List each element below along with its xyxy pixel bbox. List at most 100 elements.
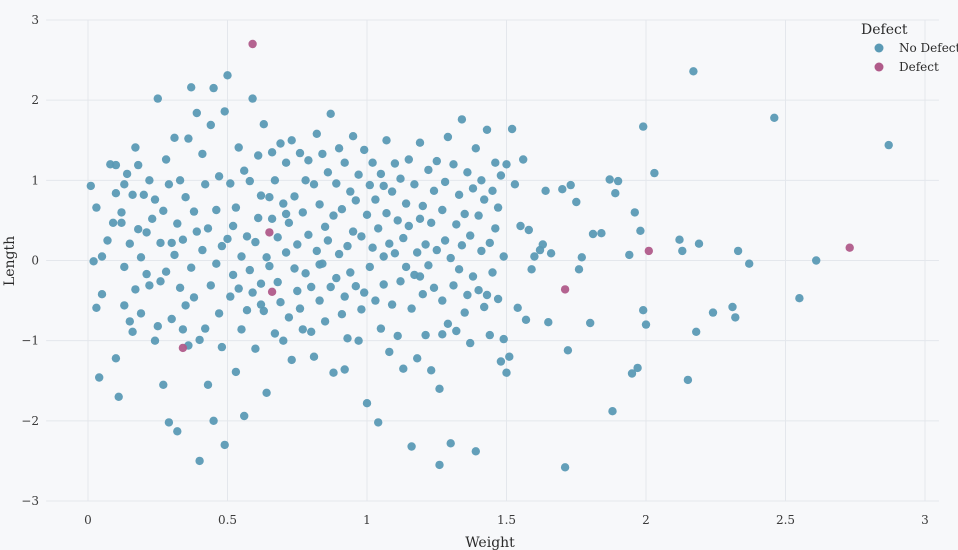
data-point[interactable] (407, 442, 416, 451)
data-point[interactable] (477, 246, 486, 256)
data-point[interactable] (159, 380, 168, 389)
data-point[interactable] (505, 352, 514, 361)
data-point[interactable] (164, 180, 174, 189)
data-point[interactable] (265, 193, 274, 202)
data-point[interactable] (337, 205, 347, 214)
data-point[interactable] (312, 129, 321, 138)
data-point[interactable] (337, 310, 347, 319)
data-point[interactable] (731, 313, 740, 322)
data-point[interactable] (633, 363, 642, 373)
data-point[interactable] (334, 144, 344, 153)
data-point[interactable] (304, 156, 313, 165)
data-point[interactable] (348, 132, 358, 141)
data-point[interactable] (175, 283, 185, 292)
data-point[interactable] (466, 231, 475, 240)
data-point[interactable] (181, 301, 190, 310)
data-point[interactable] (678, 246, 687, 256)
data-point[interactable] (346, 268, 355, 277)
data-point[interactable] (354, 170, 363, 179)
data-point[interactable] (251, 237, 260, 247)
data-point[interactable] (284, 313, 294, 322)
data-point[interactable] (452, 326, 461, 336)
data-point[interactable] (315, 296, 324, 305)
data-point[interactable] (733, 246, 743, 256)
data-point[interactable] (175, 176, 185, 185)
data-point[interactable] (167, 238, 176, 248)
data-point[interactable] (480, 195, 489, 204)
data-point[interactable] (86, 181, 96, 191)
data-point[interactable] (220, 107, 229, 116)
data-point[interactable] (201, 180, 210, 189)
data-point[interactable] (178, 235, 188, 244)
data-point[interactable] (566, 180, 575, 190)
data-point[interactable] (625, 250, 634, 260)
data-point[interactable] (203, 224, 213, 233)
data-point[interactable] (371, 195, 380, 204)
data-point[interactable] (108, 218, 118, 227)
data-point[interactable] (240, 166, 249, 175)
data-point[interactable] (125, 317, 134, 326)
data-point[interactable] (298, 208, 307, 217)
data-point[interactable] (452, 220, 461, 229)
data-point[interactable] (251, 344, 260, 353)
data-point[interactable] (148, 214, 157, 223)
data-point[interactable] (438, 205, 447, 215)
data-point[interactable] (315, 260, 324, 269)
data-point[interactable] (502, 368, 511, 377)
data-point[interactable] (845, 243, 854, 252)
data-point[interactable] (315, 200, 324, 209)
data-point[interactable] (354, 336, 363, 345)
data-point[interactable] (287, 355, 296, 365)
data-point[interactable] (357, 232, 366, 241)
data-point[interactable] (111, 189, 121, 198)
data-point[interactable] (131, 285, 140, 294)
data-point[interactable] (318, 149, 327, 159)
data-point[interactable] (588, 229, 598, 239)
data-point[interactable] (265, 228, 274, 237)
data-point[interactable] (195, 456, 204, 466)
data-point[interactable] (521, 315, 531, 324)
data-point[interactable] (884, 140, 893, 150)
data-point[interactable] (586, 318, 595, 328)
data-point[interactable] (290, 192, 299, 201)
data-point[interactable] (279, 199, 288, 208)
data-point[interactable] (432, 245, 441, 255)
data-point[interactable] (111, 354, 121, 363)
data-point[interactable] (374, 418, 383, 427)
data-point[interactable] (393, 216, 402, 225)
data-point[interactable] (641, 320, 651, 329)
data-point[interactable] (231, 367, 241, 377)
data-point[interactable] (156, 277, 165, 286)
data-point[interactable] (254, 213, 263, 223)
data-point[interactable] (435, 460, 444, 470)
data-point[interactable] (401, 199, 411, 208)
data-point[interactable] (399, 233, 408, 243)
data-point[interactable] (270, 176, 280, 185)
data-point[interactable] (390, 249, 400, 258)
data-point[interactable] (351, 196, 360, 205)
data-point[interactable] (438, 330, 447, 339)
data-point[interactable] (301, 176, 310, 185)
data-point[interactable] (466, 338, 475, 348)
data-point[interactable] (488, 268, 497, 277)
data-point[interactable] (636, 226, 645, 235)
data-point[interactable] (563, 346, 573, 355)
data-point[interactable] (499, 334, 508, 344)
data-point[interactable] (770, 113, 779, 123)
data-point[interactable] (259, 120, 268, 129)
data-point[interactable] (544, 318, 553, 327)
data-point[interactable] (226, 292, 235, 301)
data-point[interactable] (187, 83, 196, 92)
data-point[interactable] (424, 165, 433, 175)
data-point[interactable] (538, 240, 547, 249)
data-point[interactable] (223, 234, 232, 244)
data-point[interactable] (256, 300, 266, 309)
legend-item-no-defect[interactable]: No Defect (874, 41, 958, 55)
data-point[interactable] (242, 306, 252, 315)
data-point[interactable] (256, 191, 266, 200)
data-point[interactable] (812, 256, 821, 265)
data-point[interactable] (524, 225, 533, 235)
data-point[interactable] (153, 322, 162, 331)
data-point[interactable] (192, 227, 201, 236)
data-point[interactable] (120, 262, 129, 272)
